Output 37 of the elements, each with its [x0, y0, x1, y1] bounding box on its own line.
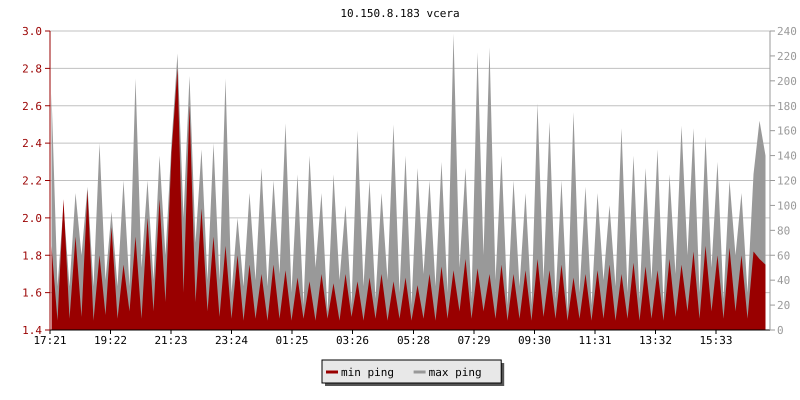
x-tick-label: 19:22 [94, 334, 128, 347]
x-tick-label: 17:21 [33, 334, 67, 347]
y2-tick-label: 180 [777, 100, 797, 113]
y-tick-label: 1.4 [22, 324, 42, 337]
y2-tick-label: 40 [777, 274, 790, 288]
y-tick-label: 2.2 [22, 174, 42, 188]
y2-tick-label: 100 [777, 199, 797, 212]
x-tick-label: 13:32 [638, 334, 672, 347]
x-tick-label: 05:28 [396, 334, 430, 347]
y-tick-label: 2.6 [22, 100, 42, 113]
y-tick-label: 2.4 [22, 137, 42, 150]
y-tick-label: 1.6 [22, 286, 42, 300]
y-tick-label: 2.8 [22, 62, 42, 76]
y2-tick-label: 220 [777, 50, 797, 63]
x-tick-label: 09:30 [518, 334, 552, 347]
legend-label: max ping [428, 366, 482, 379]
x-tick-label: 23:24 [214, 334, 248, 347]
y2-tick-label: 240 [777, 25, 797, 38]
y2-tick-label: 120 [777, 174, 797, 188]
y-tick-label: 1.8 [22, 249, 42, 262]
y-tick-label: 3.0 [22, 25, 42, 38]
x-tick-label: 03:26 [336, 334, 370, 347]
y2-tick-label: 80 [777, 224, 790, 238]
y2-tick-label: 0 [777, 324, 784, 337]
y-tick-label: 2.0 [22, 212, 42, 225]
x-tick-label: 11:31 [578, 334, 612, 347]
legend-label: min ping [341, 366, 394, 379]
x-tick-label: 07:29 [457, 334, 491, 347]
y2-tick-label: 60 [777, 249, 790, 262]
chart-title: 10.150.8.183 vcera [340, 7, 460, 20]
x-tick-label: 01:25 [275, 334, 309, 347]
x-tick-label: 21:23 [154, 334, 188, 347]
y2-tick-label: 20 [777, 299, 790, 312]
x-tick-label: 15:33 [699, 334, 733, 347]
y2-tick-label: 160 [777, 124, 797, 138]
y2-tick-label: 200 [777, 74, 797, 88]
y2-tick-label: 140 [777, 150, 797, 163]
